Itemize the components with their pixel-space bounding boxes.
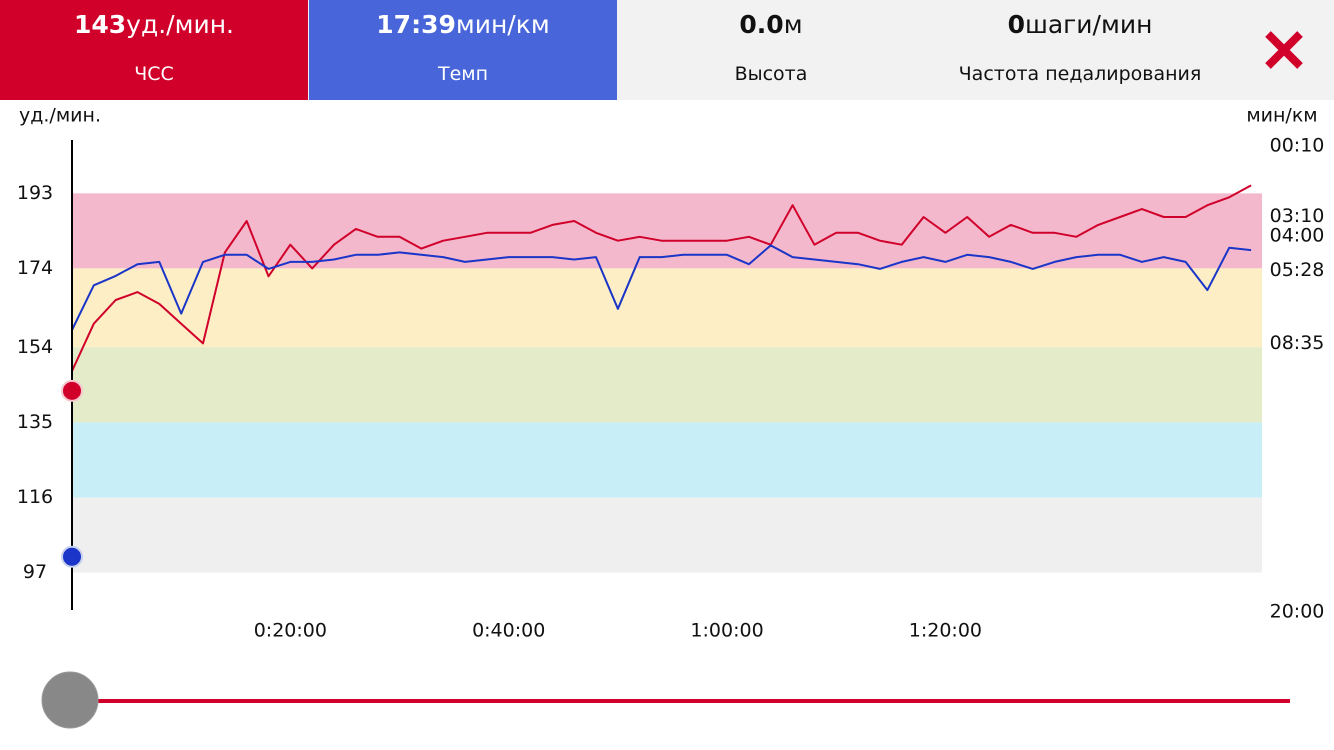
- y2-tick-label: 00:10: [1270, 134, 1325, 156]
- metric-label: Темп: [437, 63, 489, 85]
- slider-knob[interactable]: [41, 671, 99, 729]
- metric-value: 17:39мин/км: [309, 10, 617, 39]
- zone-band: [72, 497, 1262, 573]
- metric-value: 0.0м: [617, 10, 925, 39]
- hr-marker: [61, 379, 83, 402]
- y-tick-label: 135: [17, 411, 53, 433]
- y-tick-label: 97: [23, 561, 47, 583]
- y-tick-label: 174: [17, 257, 53, 279]
- zone-band: [72, 268, 1262, 348]
- metric-number: 17:39: [376, 10, 456, 39]
- x-tick-label: 0:20:00: [254, 620, 327, 642]
- y-axis-label: уд./мин.: [19, 105, 101, 127]
- metric-unit: мин/км: [455, 10, 550, 39]
- metric-label: Частота педалирования: [958, 63, 1202, 85]
- y2-tick-label: 08:35: [1270, 332, 1325, 354]
- metric-value: 143уд./мин.: [0, 10, 308, 39]
- y-tick-label: 193: [17, 182, 53, 204]
- metric-label: Высота: [734, 63, 808, 85]
- series-line: [71, 184, 1252, 372]
- metric-tab[interactable]: 143уд./мин. ЧСС: [0, 0, 308, 100]
- metric-label: ЧСС: [134, 63, 174, 85]
- series-line: [71, 244, 1252, 331]
- y-tick-label: 154: [17, 336, 53, 358]
- y2-tick-label: 03:10: [1270, 205, 1325, 227]
- metric-number: 0.0: [739, 10, 784, 39]
- zone-band: [72, 422, 1262, 498]
- metric-number: 143: [73, 10, 127, 39]
- y-tick-label: 116: [17, 486, 53, 508]
- x-tick-label: 0:40:00: [472, 620, 545, 642]
- y2-tick-label: 20:00: [1270, 601, 1325, 623]
- x-tick-label: 1:00:00: [690, 620, 763, 642]
- pace-marker: [61, 545, 83, 568]
- close-icon: [1265, 31, 1303, 69]
- y2-axis-label: мин/км: [1246, 105, 1317, 127]
- metric-number: 0: [1007, 10, 1025, 39]
- metric-unit: м: [783, 10, 803, 39]
- metric-unit: уд./мин.: [126, 10, 235, 39]
- chart: уд./мин. мин/км 193 174 154 135 116 97 00:10 03…: [17, 105, 1325, 729]
- metric-bar: 143уд./мин. ЧСС 17:39мин/км Темп 0.0м Высота 0…: [0, 0, 1334, 100]
- metric-value: 0шаги/мин: [926, 10, 1234, 39]
- metric-unit: шаги/мин: [1024, 10, 1153, 39]
- metric-tab[interactable]: 17:39мин/км Темп: [309, 0, 617, 100]
- y2-tick-label: 04:00: [1270, 225, 1325, 247]
- close-button[interactable]: [1262, 28, 1306, 72]
- metric-tab[interactable]: 0.0м Высота: [617, 0, 925, 100]
- y2-tick-label: 05:28: [1270, 259, 1325, 281]
- x-tick-label: 1:20:00: [909, 620, 982, 642]
- metric-tab[interactable]: 0шаги/мин Частота педалирования: [926, 0, 1234, 100]
- zone-band: [72, 347, 1262, 423]
